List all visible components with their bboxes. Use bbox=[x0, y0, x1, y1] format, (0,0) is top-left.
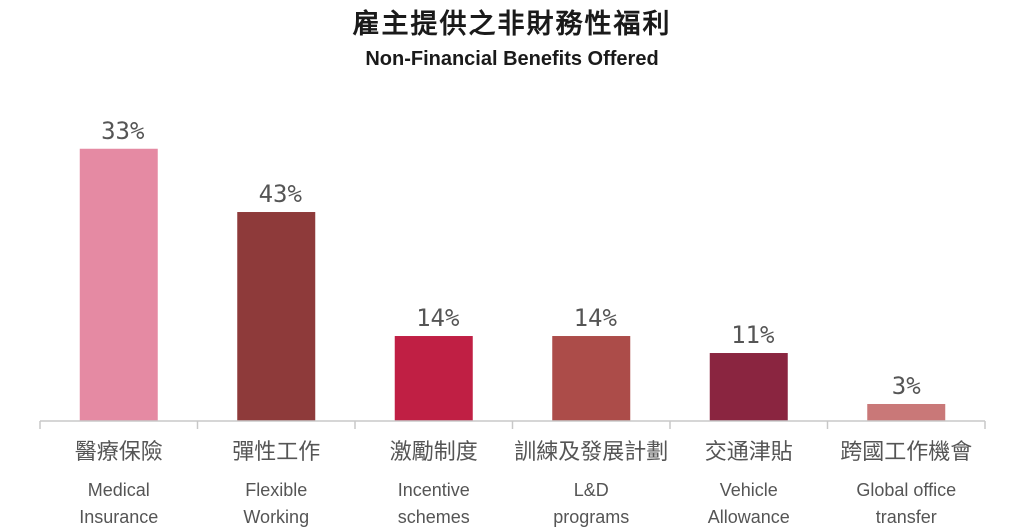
bar bbox=[237, 212, 316, 421]
bar bbox=[552, 336, 631, 421]
category-label-zh: 醫療保險 bbox=[75, 440, 163, 465]
value-label: 14% bbox=[416, 304, 460, 332]
x-axis-ticks bbox=[39, 421, 986, 429]
bar bbox=[867, 403, 946, 421]
bar bbox=[709, 353, 788, 421]
category-label-en: Incentive bbox=[398, 480, 470, 500]
category-label-en: Insurance bbox=[79, 507, 158, 527]
category-label-en: Working bbox=[243, 507, 309, 527]
bar bbox=[79, 148, 158, 421]
value-label: 14% bbox=[574, 304, 618, 332]
category-label-en: L&D bbox=[574, 480, 609, 500]
category-label-zh: 訓練及發展計劃 bbox=[514, 440, 668, 465]
category-label-en: Medical bbox=[88, 480, 150, 500]
category-label-en: Global office bbox=[856, 480, 956, 500]
category-label-en: Flexible bbox=[245, 480, 307, 500]
category-label-zh: 激勵制度 bbox=[390, 440, 478, 465]
value-label: 11% bbox=[731, 321, 775, 349]
category-label-zh: 彈性工作 bbox=[232, 440, 320, 465]
bar bbox=[394, 336, 473, 421]
category-label-zh: 交通津貼 bbox=[705, 440, 793, 465]
value-label: 3% bbox=[892, 372, 921, 400]
bars-layer bbox=[79, 148, 946, 421]
value-label: 33% bbox=[101, 117, 145, 145]
chart-title: 雇主提供之非財務性福利 bbox=[352, 9, 672, 40]
category-label-en: transfer bbox=[876, 507, 937, 527]
category-label-en: programs bbox=[553, 507, 629, 527]
category-label-en: Allowance bbox=[708, 507, 790, 527]
value-label: 43% bbox=[259, 180, 303, 208]
category-label-en: Vehicle bbox=[720, 480, 778, 500]
category-label-en: schemes bbox=[398, 507, 470, 527]
category-label-zh: 跨國工作機會 bbox=[840, 440, 972, 465]
value-labels: 33% 43% 14% 14% 11% 3% bbox=[101, 117, 921, 400]
category-labels: 醫療保險 Medical Insurance 彈性工作 Flexible Working 激… bbox=[75, 440, 973, 527]
chart-subtitle: Non-Financial Benefits Offered bbox=[365, 48, 659, 70]
